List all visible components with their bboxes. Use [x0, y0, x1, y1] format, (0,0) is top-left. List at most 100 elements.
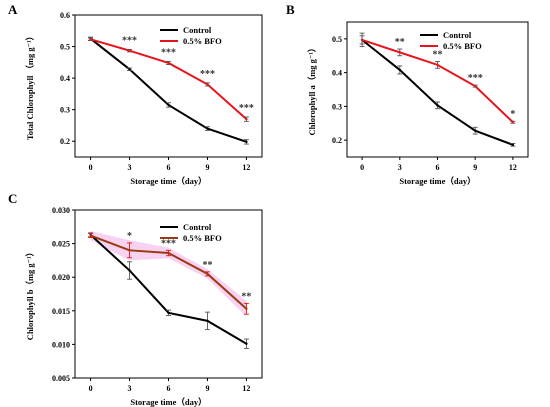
data-point — [360, 38, 364, 42]
y-tick-label: 0.005 — [52, 374, 70, 383]
error-bar — [243, 139, 249, 145]
x-tick-label: 6 — [436, 163, 440, 172]
error-bar — [88, 37, 94, 42]
error-bar — [397, 65, 403, 75]
significance-marker: ** — [433, 49, 443, 60]
y-tick-label: 0.4 — [60, 74, 70, 83]
error-bar — [510, 120, 516, 124]
data-point — [89, 38, 92, 41]
error-bar — [204, 311, 210, 331]
x-axis-label: Storage time（day） — [130, 397, 206, 407]
error-bar — [166, 309, 171, 316]
data-point — [398, 51, 401, 54]
data-point — [167, 311, 170, 315]
y-tick-label: 0.3 — [332, 102, 342, 111]
data-point — [167, 103, 170, 107]
y-tick-label: 0.030 — [52, 206, 70, 215]
data-point — [474, 84, 477, 88]
error-bar — [472, 126, 478, 135]
data-point — [128, 49, 131, 52]
data-point — [474, 129, 477, 132]
significance-marker: ** — [395, 37, 405, 48]
x-tick-label: 3 — [128, 384, 132, 393]
y-axis-label: Chlorophyll a（mg g⁻¹） — [307, 44, 317, 136]
data-point — [245, 307, 248, 310]
legend-label: 0.5% BFO — [443, 41, 482, 51]
significance-marker: *** — [161, 47, 176, 58]
x-tick-label: 9 — [205, 163, 209, 172]
data-point — [206, 319, 209, 323]
plot-frame — [74, 14, 263, 158]
significance-marker: * — [127, 231, 132, 242]
y-tick-label: 0.010 — [52, 340, 70, 349]
error-bar — [204, 271, 210, 277]
significance-marker: * — [510, 109, 515, 120]
significance-marker: *** — [200, 69, 215, 80]
data-point — [167, 61, 170, 65]
data-point — [89, 234, 92, 237]
x-tick-label: 12 — [242, 163, 250, 172]
data-point — [511, 143, 515, 147]
x-tick-label: 9 — [473, 163, 477, 172]
x-tick-label: 3 — [398, 163, 402, 172]
significance-marker: *** — [161, 238, 176, 249]
error-bar — [166, 60, 171, 65]
error-bar — [204, 82, 210, 87]
legend-label: Control — [183, 25, 212, 35]
error-bar — [127, 242, 133, 259]
y-tick-label: 0.3 — [60, 106, 70, 115]
panel-letter: C — [8, 191, 17, 206]
error-bar — [243, 338, 249, 349]
data-point — [128, 249, 131, 252]
significance-marker: ** — [241, 291, 251, 302]
data-point — [206, 127, 209, 130]
error-bar — [510, 143, 516, 147]
x-axis-label: Storage time（day） — [399, 176, 475, 186]
significance-marker: *** — [468, 73, 483, 84]
data-point — [245, 342, 248, 345]
panel-c: C 0 3 6 9 12 0.005 0.010 0.015 0.020 0.025 0.030 Sto… — [8, 191, 263, 407]
data-point — [128, 68, 131, 71]
y-tick-label: 0.015 — [52, 307, 70, 316]
data-point — [398, 68, 401, 72]
legend-label: Control — [443, 30, 472, 40]
x-tick-label: 0 — [360, 163, 364, 172]
error-bar — [166, 102, 171, 108]
y-tick-label: 0.5 — [60, 43, 70, 52]
y-tick-label: 0.4 — [332, 69, 342, 78]
error-bar — [204, 126, 210, 131]
error-bar — [243, 116, 249, 122]
significance-marker: *** — [239, 103, 254, 114]
panel-letter: B — [286, 2, 295, 17]
error-bar — [397, 48, 403, 57]
error-bar — [243, 302, 249, 315]
error-bar — [435, 61, 440, 69]
x-tick-label: 3 — [128, 163, 132, 172]
y-axis-label: Chlorophyll b（mg g⁻¹） — [25, 248, 35, 340]
y-tick-label: 0.2 — [332, 136, 342, 145]
panel-a: A 0 3 6 9 12 0.2 0.3 0.4 0.5 0.6 Storage time（day） T… — [8, 2, 263, 186]
data-point — [511, 121, 515, 124]
data-point — [436, 104, 439, 107]
y-tick-label: 0.025 — [52, 240, 70, 249]
error-bar — [127, 48, 133, 53]
data-point — [167, 251, 170, 255]
y-tick-label: 0.5 — [332, 35, 342, 44]
significance-marker: ** — [202, 260, 212, 271]
y-tick-label: 0.6 — [60, 11, 70, 20]
legend-label: 0.5% BFO — [183, 36, 222, 46]
error-bar — [359, 32, 365, 48]
data-point — [245, 117, 248, 121]
y-axis-label: Total Chlorophyll （mg g⁻¹） — [25, 32, 35, 140]
error-bar — [127, 67, 133, 71]
panel-letter: A — [8, 2, 18, 17]
significance-marker: *** — [122, 35, 137, 46]
data-point — [436, 63, 439, 67]
data-point — [245, 140, 248, 144]
x-axis-label: Storage time（day） — [130, 176, 206, 186]
error-bar — [127, 261, 133, 280]
